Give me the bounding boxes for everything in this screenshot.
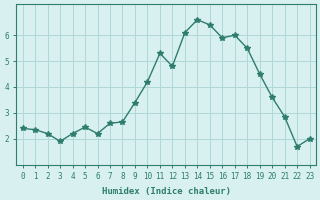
X-axis label: Humidex (Indice chaleur): Humidex (Indice chaleur) bbox=[102, 187, 231, 196]
